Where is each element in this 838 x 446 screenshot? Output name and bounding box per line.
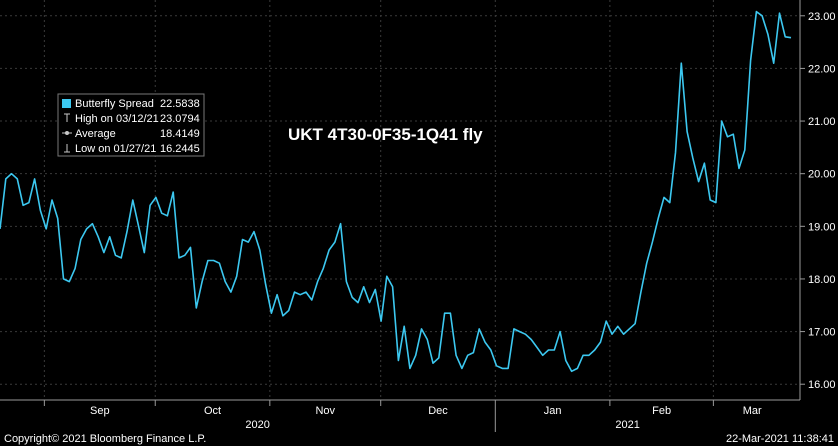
legend-swatch-square <box>62 99 71 108</box>
x-month-label: Nov <box>315 405 335 417</box>
legend-label-3: Low on 01/27/21 <box>75 143 156 155</box>
x-month-label: Dec <box>428 405 448 417</box>
x-month-label: Sep <box>90 405 110 417</box>
legend-label-0: Butterfly Spread <box>75 98 154 110</box>
y-tick-label: 22.00 <box>808 63 836 75</box>
grid <box>0 0 800 400</box>
legend-value-3: 16.2445 <box>160 143 200 155</box>
chart-title: UKT 4T30-0F35-1Q41 fly <box>288 125 483 144</box>
y-tick-label: 23.00 <box>808 11 836 23</box>
x-month-label: Oct <box>204 405 221 417</box>
timestamp-text: 22-Mar-2021 11:38:41 <box>726 433 834 445</box>
copyright-text: Copyright© 2021 Bloomberg Finance L.P. <box>4 433 206 445</box>
legend-label-2: Average <box>75 128 116 140</box>
series-layer <box>0 10 792 373</box>
legend: Butterfly Spread 22.5838 High on 03/12/2… <box>57 93 205 157</box>
high-marker-icon <box>64 113 70 122</box>
x-year-label: 2020 <box>245 419 269 431</box>
series-line-butterfly-spread <box>0 10 792 373</box>
y-tick-label: 18.00 <box>808 274 836 286</box>
x-month-label: Jan <box>544 405 562 417</box>
x-month-label: Feb <box>652 405 671 417</box>
legend-value-1: 23.0794 <box>160 113 200 125</box>
average-dot-icon <box>65 131 69 135</box>
legend-label-1: High on 03/12/21 <box>75 113 159 125</box>
low-marker-icon <box>64 144 70 153</box>
legend-box <box>57 93 205 157</box>
y-tick-label: 17.00 <box>808 327 836 339</box>
y-axis-ticks: 16.00 17.00 18.00 19.00 20.00 21.00 22.00 23.00 <box>800 11 836 391</box>
legend-value-0: 22.5838 <box>160 98 200 110</box>
x-axis-ticks: Sep Oct Nov Dec Jan Feb Mar 2020 2021 <box>43 400 762 432</box>
y-tick-label: 21.00 <box>808 116 836 128</box>
legend-value-2: 18.4149 <box>160 128 200 140</box>
x-year-label: 2021 <box>615 419 639 431</box>
y-tick-label: 19.00 <box>808 221 836 233</box>
x-month-label: Mar <box>743 405 762 417</box>
y-tick-label: 16.00 <box>808 379 836 391</box>
y-tick-label: 20.00 <box>808 169 836 181</box>
